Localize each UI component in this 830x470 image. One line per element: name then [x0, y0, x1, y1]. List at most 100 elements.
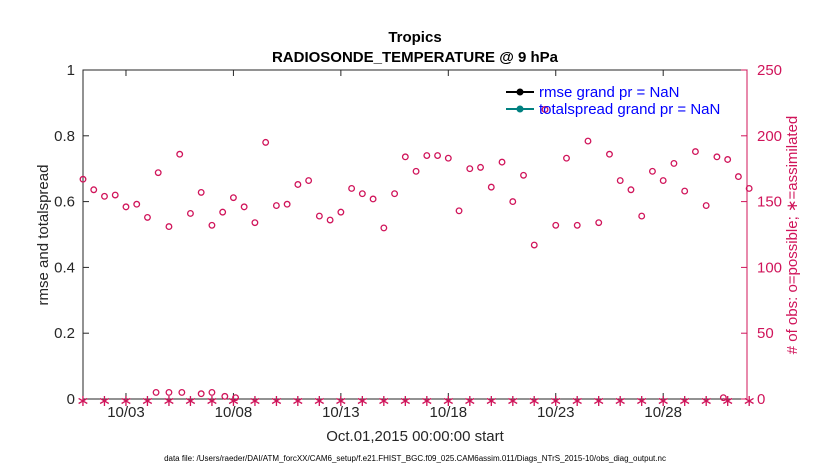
possible-obs-marker [455, 207, 463, 215]
plot-area [82, 69, 748, 400]
assimilated-obs-marker: ∗ [270, 391, 283, 410]
assimilated-obs-marker: ∗ [592, 391, 605, 410]
y-axis-right-label: # of obs: o=possible; ∗=assimilated [784, 116, 801, 355]
possible-obs-marker [358, 190, 366, 198]
possible-obs-marker [487, 183, 495, 191]
possible-obs-marker [745, 184, 753, 192]
legend-label-rmse: rmse grand pr = NaN [539, 84, 679, 101]
assimilated-obs-marker: ∗ [721, 391, 734, 410]
possible-obs-marker [423, 152, 431, 159]
possible-obs-marker [369, 195, 377, 203]
assimilated-obs-marker: ∗ [678, 391, 691, 410]
possible-obs-marker [563, 154, 570, 162]
y-right-tick-label: 250 [757, 62, 782, 79]
assimilated-obs-marker: ∗ [506, 391, 519, 410]
assimilated-obs-marker: ∗ [313, 391, 326, 410]
y-tick-label: 0 [67, 391, 75, 408]
y-right-tick-label: 200 [757, 128, 782, 145]
possible-obs-marker [541, 106, 549, 113]
assimilated-obs-marker: ∗ [205, 391, 218, 410]
assimilated-obs-marker: ∗ [699, 391, 712, 410]
possible-obs-marker [176, 150, 184, 158]
possible-obs-marker [477, 163, 484, 171]
possible-obs-marker [186, 209, 194, 217]
assimilated-obs-marker: ∗ [356, 391, 369, 410]
assimilated-obs-marker: ∗ [442, 391, 455, 410]
assimilated-obs-marker: ∗ [635, 391, 648, 410]
possible-obs-marker [178, 388, 186, 396]
assimilated-obs-marker: ∗ [614, 391, 627, 410]
assimilated-obs-marker: ∗ [248, 391, 261, 410]
possible-obs-marker [724, 156, 732, 163]
possible-obs-marker [315, 212, 323, 220]
possible-obs-marker [197, 390, 205, 398]
y-axis-right: 0 50 100 150 200 250 [741, 62, 782, 408]
x-tick-label: 10/13 [322, 404, 360, 421]
possible-obs-marker [573, 221, 581, 229]
assimilated-obs-marker: ∗ [485, 391, 498, 410]
chart-title: Tropics [388, 29, 441, 46]
possible-obs-marker [219, 208, 227, 216]
possible-obs-marker [165, 388, 173, 396]
assimilated-obs-marker: ∗ [184, 391, 197, 410]
assimilated-obs-marker: ∗ [119, 391, 132, 410]
possible-obs-marker [221, 392, 229, 400]
possible-obs-marker [144, 213, 151, 221]
possible-obs-marker [659, 177, 667, 184]
possible-obs-marker [466, 165, 474, 173]
possible-obs-marker [294, 181, 302, 188]
possible-obs-marker [606, 150, 613, 158]
y-right-tick-label: 100 [757, 259, 782, 276]
possible-obs-marker [719, 394, 727, 402]
x-axis: 10/03 10/08 10/13 10/18 10/23 10/28 [107, 70, 682, 421]
legend: rmse grand pr = NaN totalspread grand pr… [506, 84, 720, 118]
assimilated-obs-marker: ∗ [162, 391, 175, 410]
possible-obs-marker [208, 388, 216, 396]
possible-obs-marker [283, 200, 291, 208]
y-axis-label: rmse and totalspread [35, 165, 52, 306]
possible-obs-marker [262, 138, 270, 146]
possible-obs-marker [691, 148, 699, 156]
possible-obs-marker [232, 394, 240, 402]
possible-obs-marker [165, 223, 173, 231]
y-tick-label: 0.4 [54, 259, 75, 276]
possible-obs-marker [670, 159, 678, 167]
possible-obs-marker [530, 241, 538, 249]
assimilated-obs-marker: ∗ [528, 391, 541, 410]
possible-obs-marker [584, 137, 592, 145]
assimilated-obs-marker: ∗ [98, 391, 111, 410]
possible-obs-marker [305, 177, 313, 184]
assimilated-obs-marker: ∗ [549, 391, 562, 410]
y-right-tick-label: 0 [757, 391, 765, 408]
assimilated-obs-marker: ∗ [377, 391, 390, 410]
possible-obs-marker [681, 187, 689, 195]
y-axis-left: 0 0.2 0.4 0.6 0.8 1 [54, 62, 89, 408]
data-file-footnote: data file: /Users/raeder/DAI/ATM_forcXX/… [164, 454, 666, 463]
assimilated-obs-marker: ∗ [291, 391, 304, 410]
possible-obs-marker [616, 177, 624, 184]
possible-obs-marker [444, 154, 452, 162]
x-tick-label: 10/18 [430, 404, 468, 421]
possible-obs-marker [638, 212, 646, 220]
assimilated-obs-marker: ∗ [463, 391, 476, 410]
legend-marker-totalspread [516, 105, 524, 113]
possible-obs-marker [434, 152, 442, 159]
possible-obs-marker [208, 221, 216, 229]
possible-obs-marker [713, 153, 721, 161]
possible-obs-marker [648, 167, 656, 175]
possible-obs-marker [152, 388, 160, 396]
possible-obs-marker [154, 169, 162, 177]
possible-obs-marker [326, 216, 334, 224]
possible-obs-marker [197, 188, 205, 196]
y-tick-label: 0.2 [54, 325, 75, 342]
possible-obs-marker [133, 200, 141, 208]
possible-obs-marker [552, 221, 560, 229]
assimilated-obs-marker: ∗ [742, 391, 755, 410]
x-tick-label: 10/28 [644, 404, 682, 421]
possible-obs-marker [509, 198, 517, 206]
possible-obs-marker [272, 202, 280, 209]
assimilated-obs-marker: ∗ [76, 391, 89, 410]
possible-obs-marker [734, 173, 742, 181]
assimilated-obs-marker: ∗ [571, 391, 584, 410]
assimilated-obs-marker: ∗ [399, 391, 412, 410]
